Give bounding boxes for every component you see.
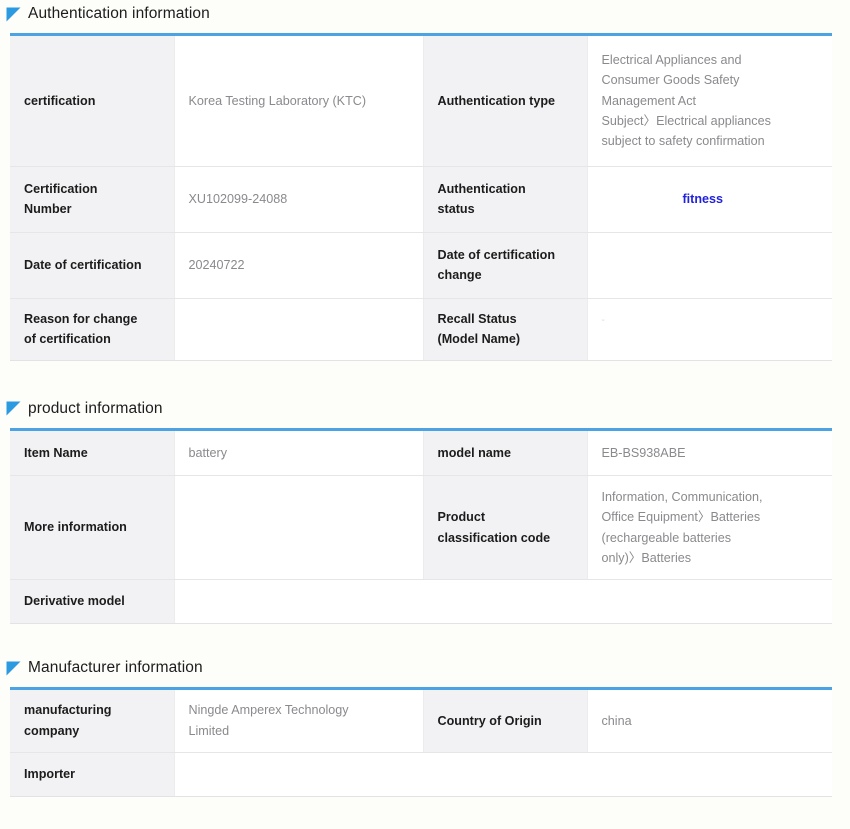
product-table: Item Name battery model name EB-BS938ABE…: [10, 430, 832, 624]
section-title: Authentication information: [28, 5, 210, 23]
row-value-date-of-certification: 20240722: [174, 232, 424, 299]
row-value-certification-number: XU102099-24088: [174, 166, 424, 233]
row-value-manufacturing-company: Ningde Amperex Technology Limited: [174, 690, 424, 753]
table-row: manufacturing company Ningde Amperex Tec…: [10, 690, 832, 753]
row-value-country-of-origin: china: [587, 690, 832, 753]
row-label-date-of-certification-change: Date of certification change: [423, 232, 588, 299]
row-label-certification-number: Certification Number: [10, 166, 175, 233]
certification-detail-page: Authentication information certification…: [0, 0, 850, 797]
row-label-product-classification-code: Product classification code: [423, 475, 588, 580]
table-row: Item Name battery model name EB-BS938ABE: [10, 430, 832, 476]
row-value-authentication-type: Electrical Appliances and Consumer Goods…: [587, 36, 832, 167]
section-product-information: product information Item Name battery mo…: [0, 395, 850, 624]
product-table-wrap: Item Name battery model name EB-BS938ABE…: [10, 427, 832, 624]
manufacturer-table: manufacturing company Ningde Amperex Tec…: [10, 690, 832, 797]
section-spacer: [0, 361, 850, 395]
row-label-certification: certification: [10, 36, 175, 167]
table-row: Reason for change of certification Recal…: [10, 298, 832, 361]
row-value-derivative-model: [174, 579, 832, 624]
authentication-table: certification Korea Testing Laboratory (…: [10, 36, 832, 361]
row-label-authentication-status: Authentication status: [423, 166, 588, 233]
row-label-importer: Importer: [10, 752, 175, 797]
row-label-more-information: More information: [10, 475, 175, 580]
section-authentication-information: Authentication information certification…: [0, 0, 850, 361]
row-value-product-classification-code: Information, Communication, Office Equip…: [587, 475, 832, 580]
row-value-model-name: EB-BS938ABE: [587, 430, 832, 476]
table-row: Date of certification 20240722 Date of c…: [10, 232, 832, 299]
row-label-model-name: model name: [423, 430, 588, 476]
row-value-item-name: battery: [174, 430, 424, 476]
table-row: certification Korea Testing Laboratory (…: [10, 36, 832, 167]
authentication-table-wrap: certification Korea Testing Laboratory (…: [10, 33, 832, 361]
section-header: Authentication information: [0, 0, 850, 28]
flag-icon: [6, 661, 21, 675]
section-manufacturer-information: Manufacturer information manufacturing c…: [0, 654, 850, 797]
table-row: Certification Number XU102099-24088 Auth…: [10, 166, 832, 233]
row-value-date-of-certification-change: [587, 232, 832, 299]
table-row: Importer: [10, 752, 832, 797]
section-header: product information: [0, 395, 850, 423]
table-row: More information Product classification …: [10, 475, 832, 580]
row-label-date-of-certification: Date of certification: [10, 232, 175, 299]
section-title: product information: [28, 399, 163, 417]
table-row: Derivative model: [10, 579, 832, 624]
row-value-recall-status: -: [587, 298, 832, 361]
row-value-more-information: [174, 475, 424, 580]
section-header: Manufacturer information: [0, 654, 850, 682]
row-label-reason-for-change: Reason for change of certification: [10, 298, 175, 361]
row-label-recall-status: Recall Status (Model Name): [423, 298, 588, 361]
manufacturer-table-wrap: manufacturing company Ningde Amperex Tec…: [10, 687, 832, 797]
row-value-certification: Korea Testing Laboratory (KTC): [174, 36, 424, 167]
row-label-item-name: Item Name: [10, 430, 175, 476]
section-spacer: [0, 624, 850, 654]
flag-icon: [6, 7, 21, 21]
status-badge: fitness: [587, 166, 832, 233]
row-label-authentication-type: Authentication type: [423, 36, 588, 167]
row-label-derivative-model: Derivative model: [10, 579, 175, 624]
flag-icon: [6, 401, 21, 416]
row-label-manufacturing-company: manufacturing company: [10, 690, 175, 753]
section-title: Manufacturer information: [28, 659, 203, 677]
row-value-importer: [174, 752, 832, 797]
row-label-country-of-origin: Country of Origin: [423, 690, 588, 753]
row-value-reason-for-change: [174, 298, 424, 361]
